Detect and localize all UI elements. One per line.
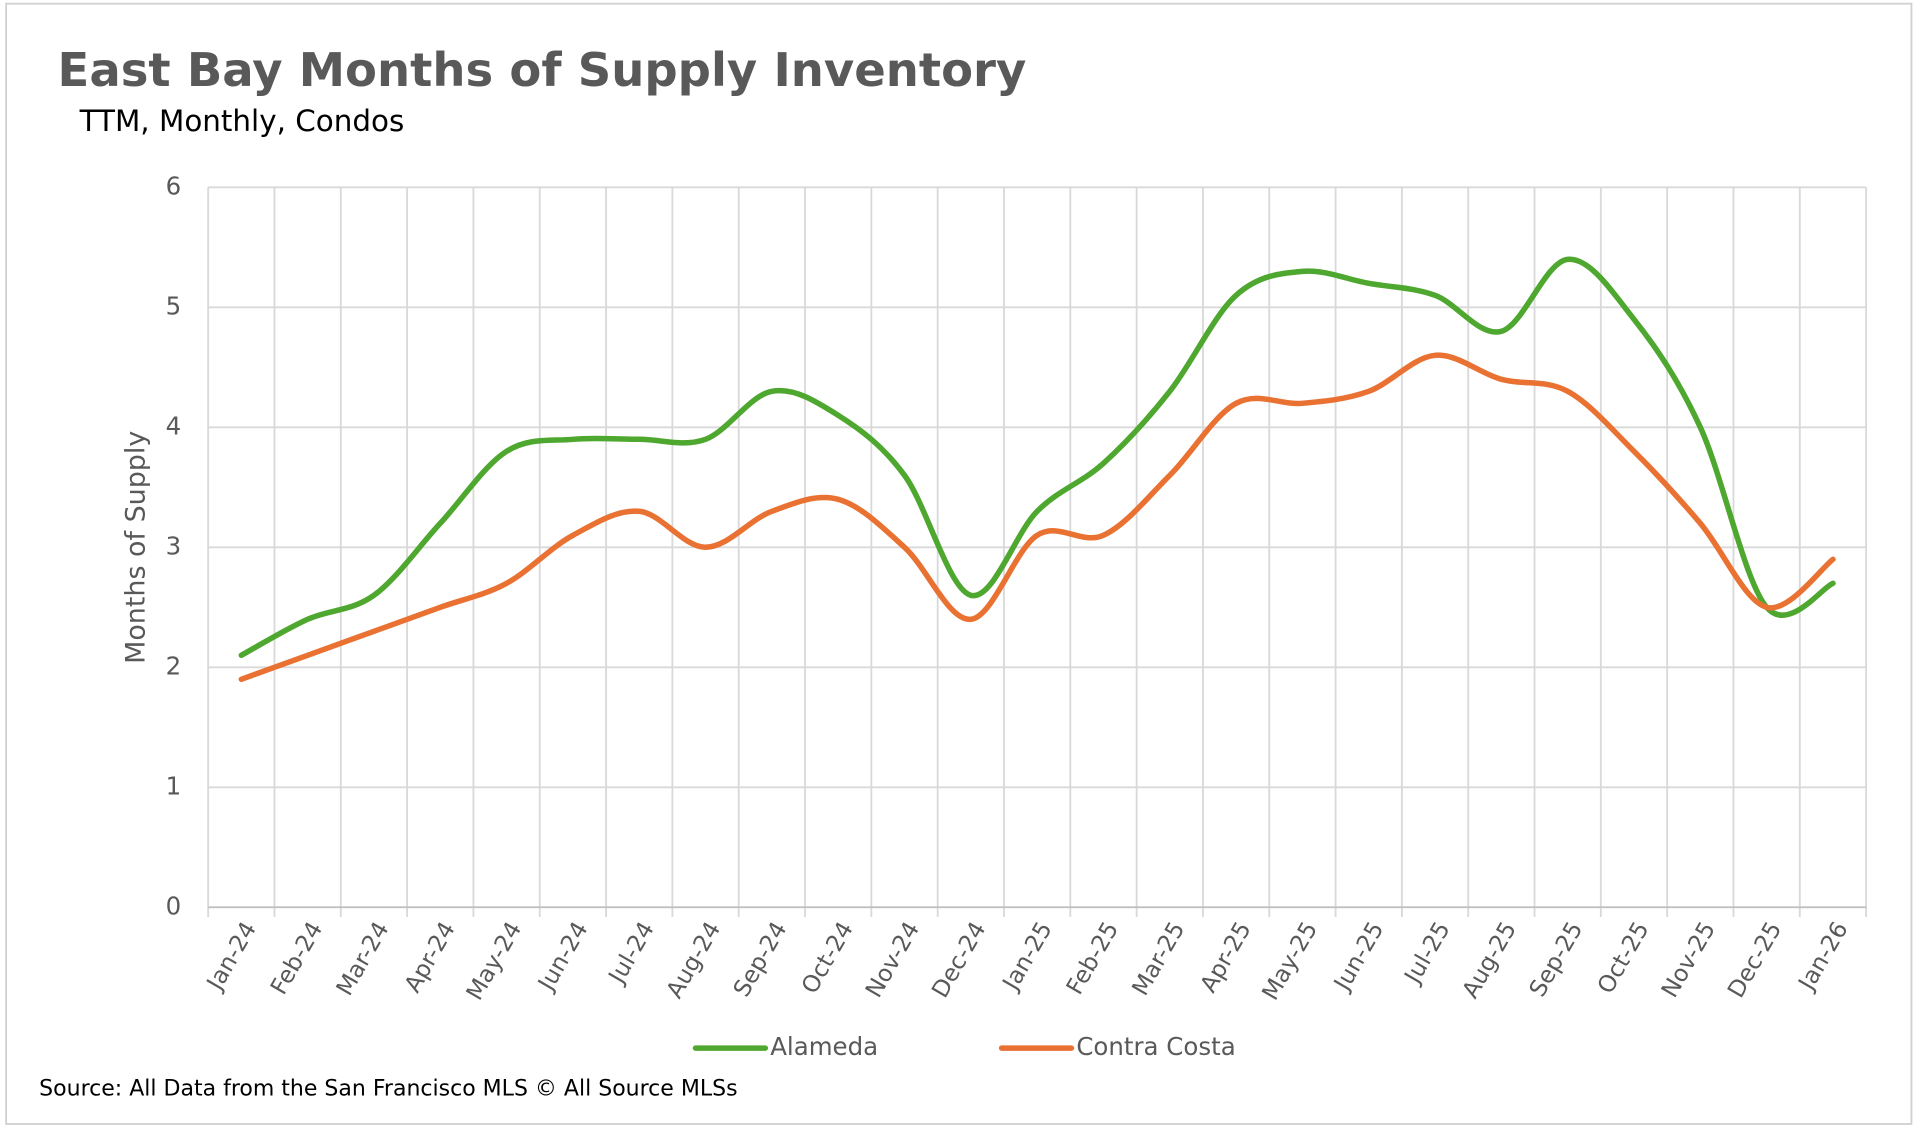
chart-subtitle: TTM, Monthly, Condos	[79, 104, 405, 138]
chart-frame	[5, 2, 1913, 1125]
y-tick-label: 4	[166, 411, 182, 440]
legend-label: Alameda	[770, 1032, 878, 1061]
y-tick-label: 1	[166, 771, 182, 800]
chart-title: East Bay Months of Supply Inventory	[58, 43, 1027, 97]
legend-label: Contra Costa	[1076, 1032, 1235, 1061]
y-tick-label: 2	[166, 651, 182, 680]
y-tick-label: 0	[166, 891, 182, 920]
y-tick-label: 6	[166, 171, 182, 200]
y-axis-label: Months of Supply	[121, 431, 152, 664]
data-line	[238, 256, 1836, 659]
source-note: Source: All Data from the San Francisco …	[39, 1077, 737, 1102]
y-tick-label: 5	[166, 291, 182, 320]
data-line	[238, 352, 1836, 683]
y-tick-label: 3	[166, 531, 182, 560]
